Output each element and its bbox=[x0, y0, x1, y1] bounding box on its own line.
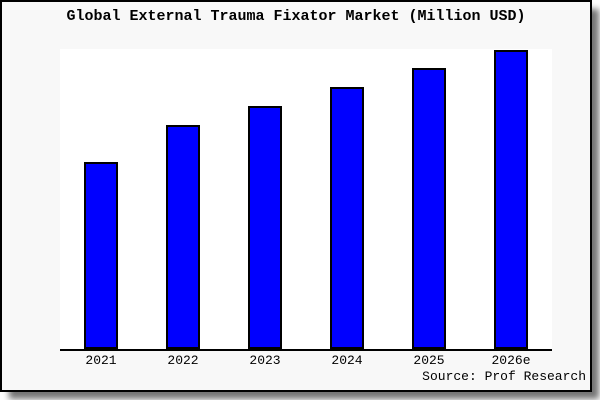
chart-figure: Global External Trauma Fixator Market (M… bbox=[0, 0, 592, 392]
chart-title: Global External Trauma Fixator Market (M… bbox=[66, 8, 526, 25]
x-tick-label-2025: 2025 bbox=[413, 353, 445, 368]
x-tick-label-2021: 2021 bbox=[85, 353, 117, 368]
bar-2023 bbox=[248, 106, 282, 349]
source-credit: Source: Prof Research bbox=[422, 369, 586, 384]
bar-2024 bbox=[330, 87, 364, 349]
bar-2021 bbox=[84, 162, 118, 349]
x-tick-label-2023: 2023 bbox=[249, 353, 281, 368]
x-tick-label-2026e: 2026e bbox=[491, 353, 531, 368]
bar-2022 bbox=[166, 125, 200, 349]
x-tick-label-2024: 2024 bbox=[331, 353, 363, 368]
x-axis-labels: 2021 2022 2023 2024 2025 2026e bbox=[60, 353, 552, 369]
bar-2026e bbox=[494, 50, 528, 349]
bar-2025 bbox=[412, 68, 446, 349]
plot-area bbox=[60, 49, 552, 351]
x-tick-label-2022: 2022 bbox=[167, 353, 199, 368]
